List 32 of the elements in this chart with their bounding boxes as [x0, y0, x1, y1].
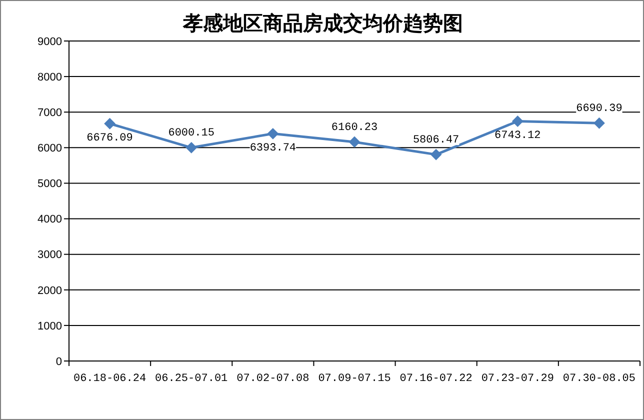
- point: [267, 128, 278, 140]
- point: [104, 118, 116, 130]
- data-label: 5806.47: [412, 134, 460, 147]
- y-tick-label: 8000: [38, 71, 62, 84]
- data-label: 6000.15: [168, 128, 214, 140]
- x-tick-label: 07.30-08.05: [562, 373, 636, 385]
- y-tick-label: 1000: [38, 320, 62, 332]
- data-label: 6690.39: [576, 103, 622, 116]
- y-tick-label: 4000: [38, 214, 62, 226]
- y-tick-label: 6000: [38, 142, 62, 155]
- point: [349, 136, 360, 148]
- y-tick-label: 9000: [38, 36, 62, 48]
- y-tick-label: 7000: [38, 107, 62, 120]
- point: [430, 149, 442, 160]
- point: [594, 118, 605, 129]
- x-tick-label: 06.25-07.01: [155, 373, 228, 385]
- chart-title: 孝感地区商品房成交均价趋势图: [183, 10, 463, 36]
- point: [186, 142, 197, 154]
- y-tick-label: 2000: [38, 284, 62, 297]
- point: [512, 116, 524, 127]
- data-label: 6676.09: [86, 132, 133, 145]
- x-tick-label: 07.09-07.15: [318, 373, 391, 385]
- data-label: 6160.23: [331, 122, 378, 134]
- x-tick-label: 06.18-06.24: [73, 373, 146, 385]
- x-tick-label: 07.23-07.29: [481, 373, 554, 385]
- data-label: 6743.12: [494, 130, 541, 142]
- data-label: 6393.74: [250, 142, 296, 155]
- y-tick-label: 0: [56, 356, 62, 368]
- x-tick-label: 07.16-07.22: [400, 373, 472, 385]
- y-tick-label: 5000: [38, 178, 62, 190]
- x-tick-label: 07.02-07.08: [236, 373, 310, 385]
- y-tick-label: 3000: [38, 249, 62, 262]
